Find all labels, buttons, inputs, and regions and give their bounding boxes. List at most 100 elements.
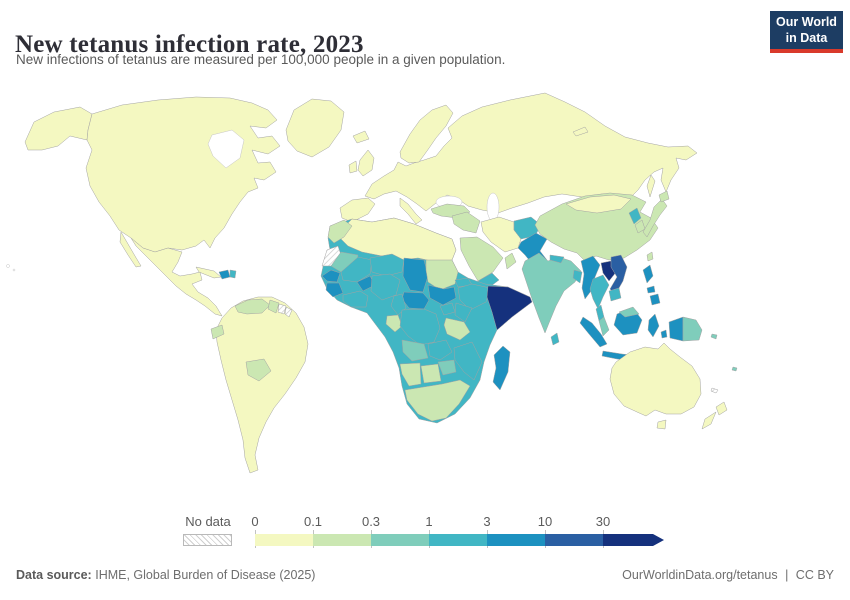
map-region-sumatra[interactable] bbox=[579, 316, 608, 348]
map-region-new-caledonia[interactable] bbox=[710, 387, 719, 394]
legend-ticks: 0 0.1 0.3 1 3 10 30 bbox=[251, 514, 675, 548]
map-region-french-guiana[interactable] bbox=[284, 306, 293, 318]
map-region-bolivia[interactable] bbox=[245, 358, 272, 382]
map-region-nepal[interactable] bbox=[549, 254, 565, 264]
map-region-ecuador[interactable] bbox=[210, 324, 225, 340]
map-region-dr-congo[interactable] bbox=[399, 308, 441, 346]
map-region-tanzania[interactable] bbox=[443, 317, 471, 341]
map-region-philippines-visayas[interactable] bbox=[646, 285, 656, 294]
map-region-mozambique[interactable] bbox=[453, 341, 483, 381]
map-region-sudan[interactable] bbox=[425, 259, 459, 291]
map-region-bangladesh[interactable] bbox=[572, 269, 583, 284]
map-region-new-guinea-west[interactable] bbox=[668, 316, 684, 342]
map-region-haiti[interactable] bbox=[218, 269, 231, 280]
legend-segment-3–10[interactable] bbox=[487, 534, 545, 546]
map-region-suriname[interactable] bbox=[277, 303, 287, 315]
map-region-guyana[interactable] bbox=[267, 299, 280, 314]
map-region-syria-iraq[interactable] bbox=[451, 211, 481, 234]
map-region-morocco[interactable] bbox=[327, 219, 353, 244]
map-region-iceland[interactable] bbox=[352, 130, 370, 144]
map-region-greenland[interactable] bbox=[285, 98, 345, 158]
map-region-papua-new-guinea[interactable] bbox=[682, 316, 703, 342]
map-region-fiji[interactable] bbox=[731, 366, 738, 372]
hawaii-islands bbox=[12, 268, 16, 272]
map-region-ethiopia[interactable] bbox=[457, 283, 491, 311]
map-region-western-sahara[interactable] bbox=[321, 245, 342, 267]
map-region-india[interactable] bbox=[521, 252, 582, 334]
map-region-somalia[interactable] bbox=[486, 285, 533, 331]
map-region-angola[interactable] bbox=[401, 339, 429, 362]
map-region-iran[interactable] bbox=[480, 216, 522, 253]
map-region-guinea-sierra-leone-liberia[interactable] bbox=[325, 282, 344, 298]
map-region-zimbabwe[interactable] bbox=[437, 359, 457, 376]
map-region-north-korea[interactable] bbox=[628, 207, 642, 225]
map-region-cote-divoire-ghana[interactable] bbox=[342, 290, 369, 308]
map-region-senegal[interactable] bbox=[321, 269, 341, 283]
map-region-nigeria[interactable] bbox=[370, 273, 401, 301]
map-region-chad[interactable] bbox=[402, 257, 429, 293]
map-region-new-zealand-south[interactable] bbox=[701, 411, 717, 430]
map-region-botswana[interactable] bbox=[420, 363, 442, 384]
map-region-sulawesi[interactable] bbox=[647, 313, 660, 338]
map-region-south-africa[interactable] bbox=[404, 379, 471, 422]
owid-url-link[interactable]: OurWorldinData.org/tetanus bbox=[622, 568, 778, 582]
map-region-baja-california[interactable] bbox=[119, 231, 142, 268]
map-region-zambia[interactable] bbox=[427, 339, 453, 361]
map-region-hokkaido[interactable] bbox=[658, 190, 670, 203]
map-region-philippines-mindanao[interactable] bbox=[649, 293, 661, 306]
map-region-ireland[interactable] bbox=[348, 160, 358, 174]
map-region-south-sudan[interactable] bbox=[427, 284, 457, 306]
map-region-japan[interactable] bbox=[642, 198, 668, 238]
map-region-cuba[interactable] bbox=[195, 266, 222, 279]
caspian-sea bbox=[486, 192, 500, 222]
map-region-south-america[interactable] bbox=[215, 296, 309, 474]
chart-subtitle: New infections of tetanus are measured p… bbox=[16, 52, 506, 67]
map-region-sri-lanka[interactable] bbox=[550, 332, 560, 346]
map-region-scandinavia[interactable] bbox=[399, 104, 454, 164]
map-region-united-kingdom[interactable] bbox=[357, 149, 375, 177]
map-region-solomon-islands[interactable] bbox=[710, 333, 718, 340]
map-region-china[interactable] bbox=[534, 192, 659, 262]
data-source-line[interactable]: Data source: IHME, Global Burden of Dise… bbox=[16, 568, 315, 582]
legend-no-data-swatch[interactable] bbox=[183, 534, 232, 546]
map-region-mexico-central-america[interactable] bbox=[130, 237, 223, 317]
map-region-iberia[interactable] bbox=[339, 197, 376, 223]
map-region-cambodia[interactable] bbox=[608, 287, 622, 302]
map-region-tasmania[interactable] bbox=[656, 419, 667, 430]
map-region-venezuela[interactable] bbox=[234, 298, 271, 315]
map-region-madagascar[interactable] bbox=[492, 345, 511, 391]
map-region-new-siberian-islands[interactable] bbox=[572, 126, 589, 137]
map-region-malaysia-peninsula[interactable] bbox=[598, 316, 610, 337]
map-region-gabon-congo[interactable] bbox=[385, 314, 403, 333]
map-region-kenya[interactable] bbox=[454, 302, 473, 323]
map-region-saudi-arabia[interactable] bbox=[459, 236, 504, 282]
legend-segment-10–30[interactable] bbox=[545, 534, 603, 546]
map-region-philippines-luzon[interactable] bbox=[642, 264, 654, 284]
legend-segment-0.1–0.3[interactable] bbox=[313, 534, 371, 546]
map-region-namibia[interactable] bbox=[399, 362, 422, 387]
map-region-united-states-canada[interactable] bbox=[85, 96, 281, 253]
map-region-australia[interactable] bbox=[609, 342, 702, 417]
owid-logo-line2: in Data bbox=[785, 31, 828, 45]
license-link[interactable]: CC BY bbox=[795, 568, 834, 582]
legend-segment-30+[interactable] bbox=[603, 534, 653, 546]
legend-segment-0–0.1[interactable] bbox=[255, 534, 313, 546]
map-region-dominican-republic[interactable] bbox=[229, 269, 237, 279]
map-region-new-zealand-north[interactable] bbox=[715, 401, 728, 416]
map-region-sakhalin[interactable] bbox=[646, 174, 656, 198]
map-region-alaska[interactable] bbox=[24, 106, 93, 151]
map-region-oman[interactable] bbox=[504, 252, 517, 270]
legend-segment-1–3[interactable] bbox=[429, 534, 487, 546]
map-region-taiwan[interactable] bbox=[646, 251, 654, 262]
map-region-thailand[interactable] bbox=[589, 274, 610, 310]
data-source-label: Data source: bbox=[16, 568, 92, 582]
owid-logo[interactable]: Our World in Data bbox=[770, 11, 843, 53]
map-region-niger[interactable] bbox=[369, 253, 405, 277]
map-region-italy[interactable] bbox=[399, 197, 423, 225]
map-region-mali[interactable] bbox=[340, 256, 373, 283]
map-region-maluku[interactable] bbox=[660, 329, 668, 339]
legend-segment-0.3–1[interactable] bbox=[371, 534, 429, 546]
map-region-borneo-malaysia[interactable] bbox=[618, 306, 640, 318]
map-region-mongolia[interactable] bbox=[565, 194, 632, 214]
